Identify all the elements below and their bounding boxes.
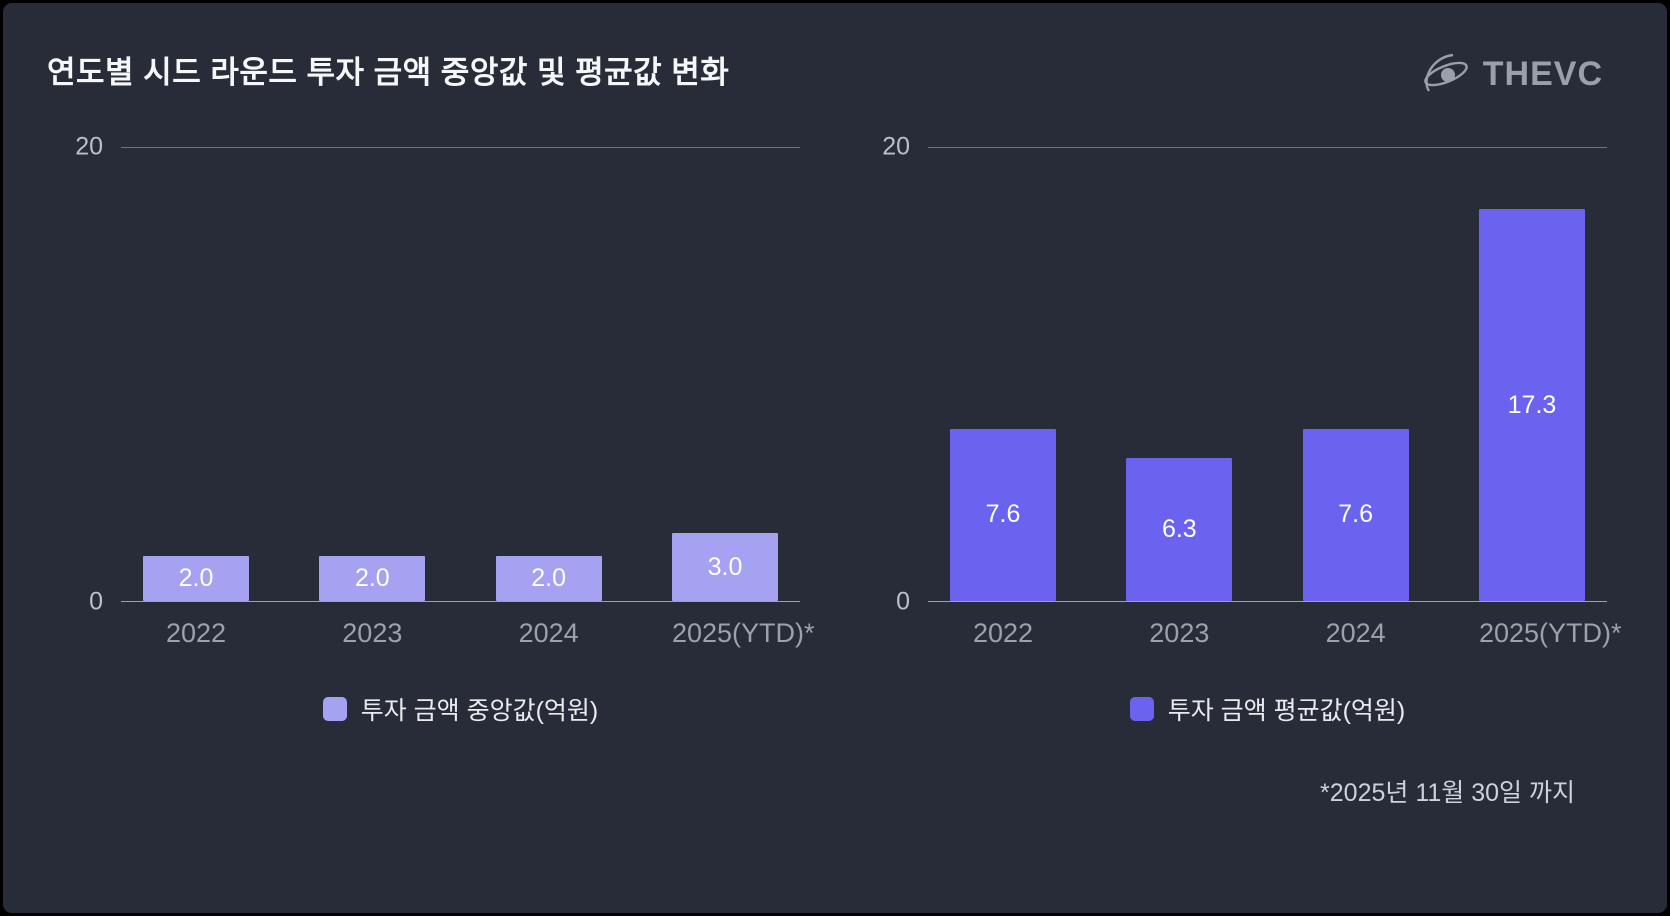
average-bar-chart: 20 0 7.6 6.3 7.6 17.3 2022 2023 2024 2025(YTD)… xyxy=(870,134,1622,727)
plot-row: 20 0 2.0 2.0 2.0 3.0 xyxy=(63,134,800,614)
bar-value-label: 7.6 xyxy=(985,500,1021,529)
bar-value-label: 2.0 xyxy=(354,563,390,592)
x-axis-label: 2024 xyxy=(1325,618,1386,648)
bar-2022: 7.6 xyxy=(950,428,1056,601)
plot-area: 7.6 6.3 7.6 17.3 xyxy=(928,147,1607,602)
legend: 투자 금액 평균값(억원) xyxy=(928,691,1607,727)
x-axis-label: 2024 xyxy=(518,618,579,648)
legend-swatch-icon xyxy=(322,697,347,721)
x-axis-label: 2023 xyxy=(1149,618,1210,648)
y-tick-max: 20 xyxy=(882,132,910,161)
x-axis-label: 2022 xyxy=(972,618,1034,648)
footnote: *2025년 11월 30일 까지 xyxy=(1320,779,1575,807)
header: 연도별 시드 라운드 투자 금액 중앙값 및 평균값 변화 THEVC xyxy=(3,3,1667,99)
x-axis-label: 2022 xyxy=(165,618,227,648)
y-axis: 20 0 xyxy=(63,134,121,614)
bar-2025(YTD)*: 17.3 xyxy=(1478,209,1585,601)
y-tick-zero: 0 xyxy=(89,587,103,616)
bar-value-label: 17.3 xyxy=(1507,390,1557,419)
plot-row: 20 0 7.6 6.3 7.6 17.3 xyxy=(870,134,1607,614)
y-axis: 20 0 xyxy=(870,134,928,614)
thevc-logo: THEVC xyxy=(1419,49,1603,99)
logo-text: THEVC xyxy=(1482,54,1603,93)
bar-2025(YTD)*: 3.0 xyxy=(671,533,778,601)
orbit-globe-icon xyxy=(1423,53,1468,92)
bar-2024: 2.0 xyxy=(495,555,602,601)
bar-value-label: 3.0 xyxy=(707,552,743,581)
legend-label: 투자 금액 중앙값(억원) xyxy=(360,697,599,725)
bar-2022: 2.0 xyxy=(143,555,249,601)
x-axis-label: 2025(YTD)* xyxy=(1478,618,1622,648)
y-tick-zero: 0 xyxy=(896,587,910,616)
bar-value-label: 7.6 xyxy=(1338,500,1374,529)
bar-value-label: 2.0 xyxy=(178,563,214,592)
legend: 투자 금액 중앙값(억원) xyxy=(121,691,800,727)
plot-area: 2.0 2.0 2.0 3.0 xyxy=(121,147,800,602)
bar-2023: 6.3 xyxy=(1126,458,1233,601)
charts-row: 20 0 2.0 2.0 2.0 3.0 2022 2023 2024 2025(YTD)*… xyxy=(3,134,1667,727)
page-title: 연도별 시드 라운드 투자 금액 중앙값 및 평균값 변화 xyxy=(47,55,730,90)
bar-2023: 2.0 xyxy=(319,555,426,601)
x-axis-labels: 2022 2023 2024 2025(YTD)* xyxy=(928,618,1622,649)
bar-value-label: 2.0 xyxy=(531,563,567,592)
x-axis-label: 2023 xyxy=(342,618,403,648)
x-axis-label: 2025(YTD)* xyxy=(671,618,815,648)
median-bar-chart: 20 0 2.0 2.0 2.0 3.0 2022 2023 2024 2025(YTD)*… xyxy=(63,134,815,727)
y-tick-max: 20 xyxy=(75,132,103,161)
bar-value-label: 6.3 xyxy=(1161,515,1197,544)
legend-swatch-icon xyxy=(1129,697,1154,721)
legend-label: 투자 금액 평균값(억원) xyxy=(1167,697,1406,725)
x-axis-labels: 2022 2023 2024 2025(YTD)* xyxy=(121,618,815,649)
bar-2024: 7.6 xyxy=(1302,428,1409,601)
